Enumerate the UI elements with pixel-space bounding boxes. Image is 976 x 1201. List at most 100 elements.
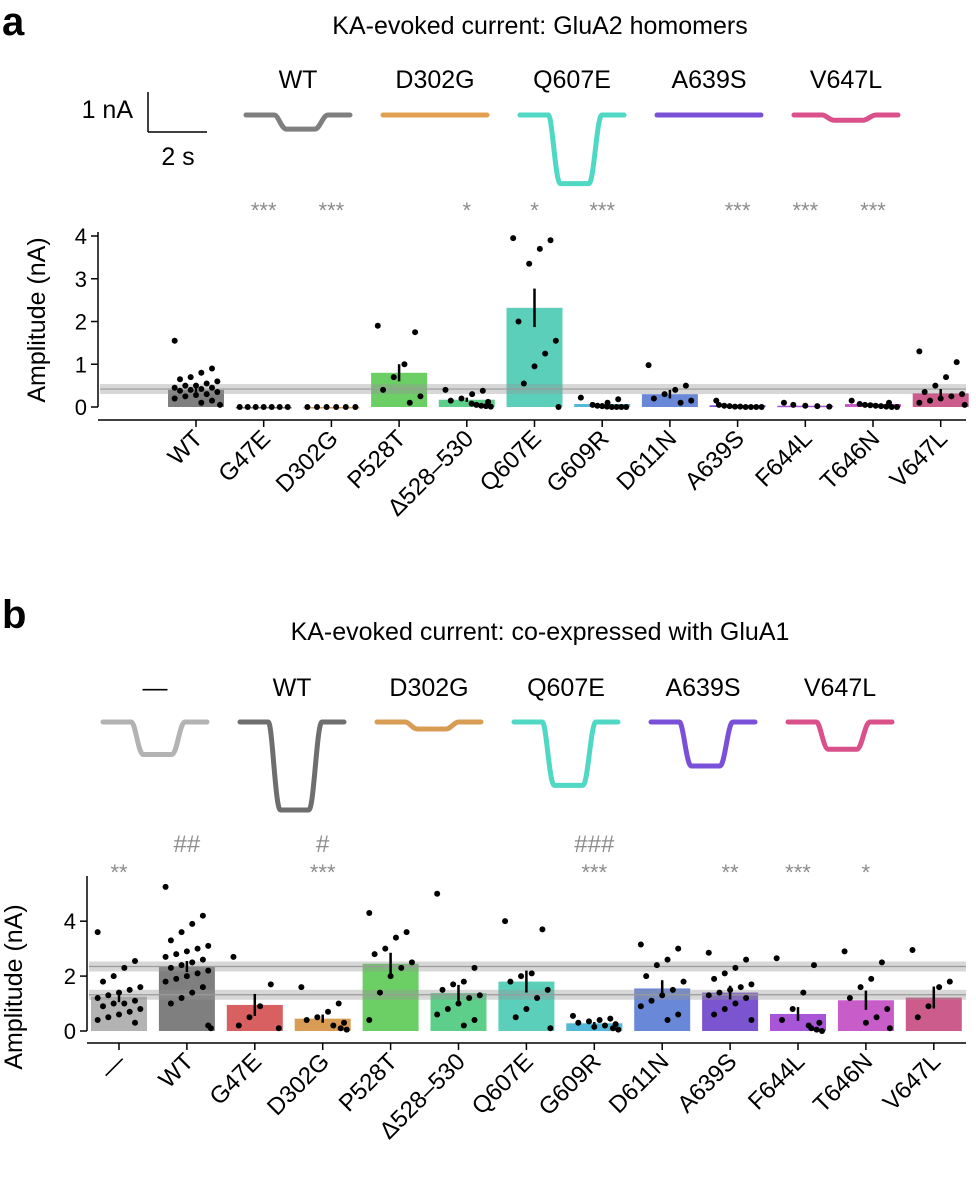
panel-a-y-tick-label-0: 0 — [75, 395, 87, 420]
panel-b-point-q607e — [534, 995, 541, 1002]
panel-b-point-g609r — [575, 1019, 582, 1026]
panel-a-category-label-d611n: D611N — [611, 425, 682, 496]
panel-a-point-p528t — [380, 386, 387, 393]
panel-a-point-a639s — [737, 403, 744, 410]
panel-b-point-control — [105, 1014, 112, 1021]
panel-a-point-q607e — [510, 235, 517, 242]
panel-b-point-d302g — [335, 1000, 342, 1007]
panel-a-significance-g609r: *** — [589, 198, 615, 223]
panel-b-category-label-d611n: D611N — [604, 1048, 675, 1119]
panel-b-point-wt — [199, 912, 206, 919]
panel-a-point-wt — [177, 387, 183, 394]
panel-b-point-delta528-530 — [476, 992, 483, 999]
panel-b-point-wt — [183, 973, 190, 980]
panel-b-category-label-v647l: V647L — [878, 1048, 946, 1116]
panel-b-trace-v647l — [785, 719, 895, 752]
panel-a-point-f644l — [826, 403, 833, 410]
panel-b-point-p528t — [408, 959, 415, 966]
panel-a-point-q607e — [515, 318, 522, 325]
panel-b-point-wt — [189, 920, 196, 927]
panel-a-point-wt — [209, 397, 215, 404]
panel-a-point-d302g — [304, 404, 311, 410]
panel-a-point-q607e — [547, 237, 554, 244]
panel-b-point-wt — [167, 964, 174, 971]
panel-b-point-wt — [199, 984, 206, 991]
panel-a-bar-d302g — [303, 407, 360, 409]
panel-a-point-d611n — [672, 386, 679, 393]
panel-a-significance-q607e: * — [530, 198, 539, 223]
panel-b-point-p528t — [371, 951, 378, 958]
panel-b-point-wt — [207, 1025, 214, 1032]
panel-a-point-t646n — [888, 404, 895, 410]
panel-b-point-d611n — [653, 962, 660, 969]
panel-b-point-wt — [194, 945, 201, 952]
panel-b-point-g47e — [275, 1025, 282, 1032]
panel-a-point-a639s — [713, 397, 720, 404]
panel-a-trace-v647l — [791, 112, 901, 123]
panel-b-point-q607e — [502, 918, 509, 925]
panel-a-point-d611n — [661, 391, 668, 398]
panel-a-point-wt — [182, 393, 189, 400]
panel-b-point-d302g — [303, 1017, 310, 1024]
panel-b-point-p528t — [382, 945, 389, 952]
panel-a-point-d611n — [677, 399, 684, 406]
panel-b-point-delta528-530 — [460, 1022, 467, 1029]
panel-a-trace-label-a639s: A639S — [671, 66, 746, 94]
panel-a-point-p528t — [417, 393, 424, 400]
panel-a-point-wt — [177, 376, 183, 383]
panel-b-point-control — [121, 1000, 128, 1007]
panel-a-point-wt — [198, 386, 205, 393]
panel-b-point-d611n — [664, 956, 671, 963]
panel-a-point-f644l — [790, 401, 797, 408]
panel-b-point-wt — [162, 953, 169, 960]
panel-b-point-t646n — [841, 948, 848, 955]
panel-b-point-a639s — [711, 1011, 718, 1018]
panel-a-point-q607e — [531, 363, 538, 370]
panel-b-category-label-t646n: T646N — [808, 1048, 878, 1118]
panel-a-point-p528t — [406, 399, 413, 406]
panel-b-point-a639s — [743, 995, 750, 1002]
panel-b-point-v647l — [946, 978, 953, 985]
panel-a-point-v647l — [959, 391, 966, 398]
panel-b-point-t646n — [873, 1014, 880, 1021]
panel-b-point-a639s — [705, 992, 712, 999]
panel-b-point-g609r — [591, 1023, 598, 1030]
panel-a-category-label-a639s: A639S — [680, 425, 750, 495]
panel-b-point-d611n — [675, 1011, 682, 1018]
panel-b-point-control — [137, 984, 144, 991]
panel-b-point-v647l — [925, 1003, 932, 1010]
panel-b-point-g609r — [596, 1017, 603, 1024]
panel-a-point-a639s — [721, 402, 728, 409]
panel-b-point-q607e — [507, 978, 514, 985]
panel-b-point-d302g — [330, 1022, 337, 1029]
panel-b-point-g609r — [585, 1018, 592, 1025]
panel-b-point-wt — [167, 937, 174, 944]
panel-a-y-tick-label-2: 2 — [75, 310, 87, 335]
panel-b-point-wt — [178, 929, 185, 936]
panel-b-point-delta528-530 — [450, 981, 457, 988]
panel-b-point-q607e — [539, 926, 546, 933]
panel-a-point-p528t — [401, 361, 408, 368]
panel-a-point-g609r — [615, 396, 622, 403]
panel-a-point-delta528-530 — [478, 402, 485, 409]
panel-b-point-t646n — [884, 1006, 891, 1013]
panel-a-point-g47e — [244, 404, 251, 410]
panel-b-point-d611n — [664, 1017, 671, 1024]
panel-a-point-p528t — [374, 322, 381, 329]
panel-b-point-delta528-530 — [466, 995, 473, 1002]
panel-a-category-label-g609r: G609R — [542, 425, 615, 498]
panel-b-point-g47e — [267, 981, 274, 988]
panel-b-point-g609r — [569, 1012, 576, 1019]
panel-b-point-delta528-530 — [471, 964, 478, 971]
panel-b-point-control — [105, 992, 112, 999]
panel-a-point-d611n — [650, 395, 657, 402]
panel-b-trace-a639s — [648, 719, 758, 769]
panel-a-y-tick-label-3: 3 — [75, 267, 87, 292]
panel-b-point-control — [100, 1003, 106, 1010]
panel-b-point-v647l — [914, 1014, 921, 1021]
panel-a-point-wt — [193, 382, 199, 389]
panel-a-point-wt — [217, 401, 223, 408]
panel-b-point-delta528-530 — [439, 986, 446, 993]
panel-b-trace-label-d302g: D302G — [389, 674, 468, 702]
panel-a-point-f644l — [814, 403, 821, 410]
